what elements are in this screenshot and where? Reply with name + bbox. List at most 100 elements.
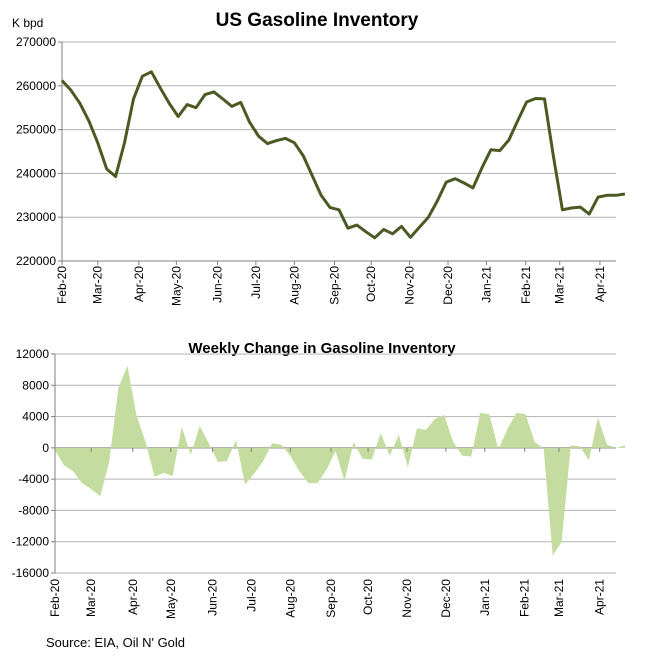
x-tick-label: Apr-21 [593, 579, 607, 615]
x-tick-label: May-20 [164, 579, 178, 619]
data-point [452, 440, 455, 443]
data-point [570, 207, 573, 210]
data-point [596, 416, 599, 419]
gasoline-inventory-chart: US Gasoline Inventory K bpd 220000 230000 24… [12, 10, 626, 306]
data-point [150, 70, 153, 73]
data-point [275, 139, 278, 142]
data-point [99, 495, 102, 498]
data-point [123, 141, 126, 144]
data-point [81, 482, 84, 485]
data-point [364, 230, 367, 233]
data-point [257, 135, 260, 138]
y-tick-label: 4000 [22, 410, 49, 424]
data-point [132, 97, 135, 100]
y-tick-label: 250000 [16, 123, 56, 137]
data-point [334, 450, 337, 453]
data-point [409, 236, 412, 239]
data-point [606, 443, 609, 446]
data-point [212, 90, 215, 93]
data-point [463, 182, 466, 185]
data-point [489, 148, 492, 151]
data-point [78, 102, 81, 105]
data-point [534, 97, 537, 100]
data-point [207, 442, 210, 445]
x-tick-label: Aug-20 [287, 266, 301, 305]
data-point [316, 482, 319, 485]
data-point [195, 106, 198, 109]
x-tick-label: Sep-20 [324, 579, 338, 618]
data-point [516, 119, 519, 122]
data-point [298, 470, 301, 473]
y-tick-label: 230000 [16, 210, 56, 224]
data-point [498, 149, 501, 152]
weekly-change-chart: Weekly Change in Gasoline Inventory -1600… [12, 340, 627, 619]
y-axis-label: K bpd [12, 16, 43, 30]
data-point [216, 460, 219, 463]
data-point [186, 103, 189, 106]
x-tick-label: Oct-20 [364, 266, 378, 302]
data-point [361, 457, 364, 460]
data-point [307, 482, 310, 485]
data-point [271, 442, 274, 445]
data-point [497, 448, 500, 451]
data-point [72, 470, 75, 473]
data-point [552, 155, 555, 158]
y-tick-label: 260000 [16, 79, 56, 93]
data-point [418, 226, 421, 229]
data-point [488, 413, 491, 416]
data-point [338, 208, 341, 211]
data-point [470, 455, 473, 458]
data-point [624, 444, 627, 447]
data-point [135, 414, 138, 417]
data-point [302, 154, 305, 157]
data-point [114, 175, 117, 178]
x-tick-label: Mar-20 [84, 579, 98, 617]
x-tick-label: Aug-20 [283, 579, 297, 618]
y-tick-label: -8000 [18, 503, 49, 517]
y-tick-label: 220000 [16, 254, 56, 268]
data-point [370, 458, 373, 461]
data-point [153, 475, 156, 478]
data-point [225, 460, 228, 463]
x-tick-label: Jul-20 [244, 579, 258, 612]
data-point [105, 168, 108, 171]
data-point [569, 444, 572, 447]
data-point [244, 483, 247, 486]
data-point [579, 206, 582, 209]
data-point [284, 137, 287, 140]
data-point [382, 228, 385, 231]
y-tick-label: 240000 [16, 166, 56, 180]
data-point [561, 208, 564, 211]
data-point [343, 479, 346, 482]
source-caption: Source: EIA, Oil N' Gold [46, 635, 186, 650]
data-point [69, 89, 72, 92]
x-tick-label: Jun-20 [210, 266, 224, 303]
data-point [96, 141, 99, 144]
data-point [266, 142, 269, 145]
data-point [525, 101, 528, 104]
x-tick-label: Mar-21 [553, 266, 567, 304]
data-point [352, 441, 355, 444]
data-point [606, 194, 609, 197]
data-point [61, 79, 64, 82]
data-point [479, 411, 482, 414]
x-tick-label: Apr-20 [126, 579, 140, 615]
x-tick-label: Feb-20 [48, 579, 62, 617]
chart-title: Weekly Change in Gasoline Inventory [188, 340, 456, 357]
data-point [406, 466, 409, 469]
x-tick-label: Nov-20 [403, 266, 417, 305]
data-point [253, 472, 256, 475]
data-point [221, 97, 224, 100]
data-point [524, 413, 527, 416]
data-point [425, 428, 428, 431]
data-point [507, 139, 510, 142]
data-point [397, 433, 400, 436]
data-point [587, 459, 590, 462]
x-tick-label: Jan-21 [479, 266, 493, 303]
data-point [204, 93, 207, 96]
data-point [506, 428, 509, 431]
data-point [141, 75, 144, 78]
data-point [320, 194, 323, 197]
y-tick-label: 270000 [16, 35, 56, 49]
